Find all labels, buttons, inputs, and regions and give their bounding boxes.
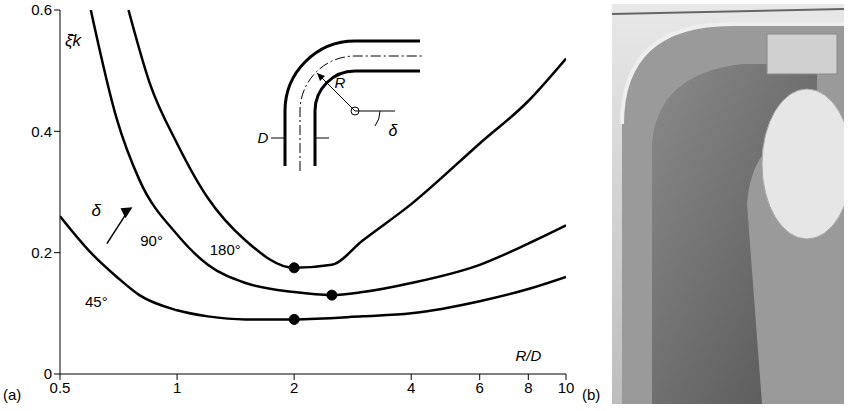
svg-text:δ: δ bbox=[389, 122, 399, 139]
svg-text:R: R bbox=[335, 74, 346, 91]
html-text:(a): (a) bbox=[3, 386, 22, 403]
svg-text:90°: 90° bbox=[140, 232, 163, 249]
svg-text:0.6: 0.6 bbox=[31, 2, 52, 18]
html-text:(b): (b) bbox=[582, 386, 601, 403]
svg-text:ξ̄k: ξ̄k bbox=[65, 31, 83, 50]
svg-text:4: 4 bbox=[407, 379, 415, 396]
svg-text:0: 0 bbox=[44, 365, 52, 382]
svg-text:2: 2 bbox=[290, 379, 298, 396]
svg-text:8: 8 bbox=[524, 379, 532, 396]
svg-text:180°: 180° bbox=[210, 241, 241, 258]
svg-text:10: 10 bbox=[558, 379, 575, 396]
svg-text:0.2: 0.2 bbox=[31, 244, 52, 261]
svg-text:6: 6 bbox=[476, 379, 484, 396]
svg-text:δ: δ bbox=[92, 201, 102, 220]
svg-text:0.4: 0.4 bbox=[31, 123, 52, 140]
svg-text:R/D: R/D bbox=[515, 347, 541, 364]
svg-text:D: D bbox=[258, 129, 269, 146]
svg-text:0.5: 0.5 bbox=[50, 379, 71, 396]
svg-text:1: 1 bbox=[173, 379, 181, 396]
svg-text:45°: 45° bbox=[85, 293, 108, 310]
